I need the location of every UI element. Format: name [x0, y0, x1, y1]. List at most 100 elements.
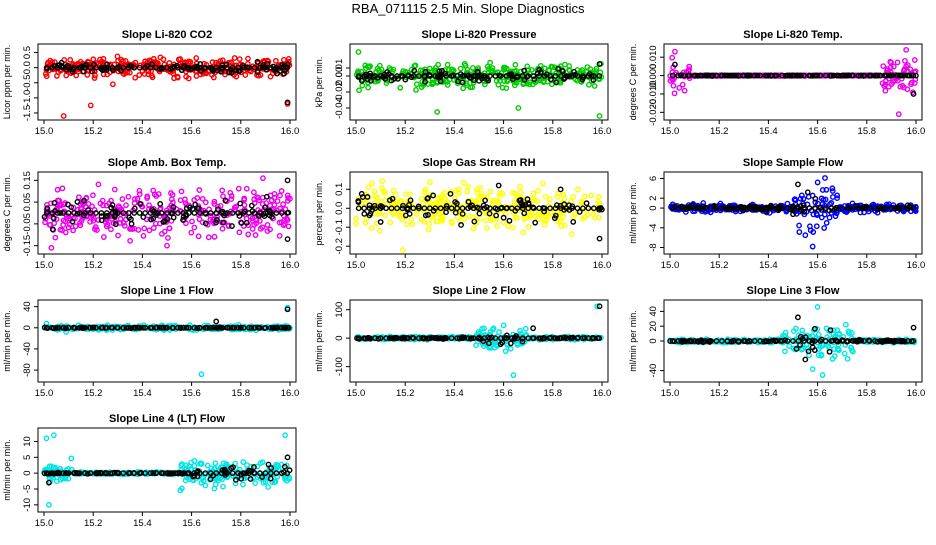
- selected-data-point: [686, 72, 693, 79]
- x-tick-label: 15.0: [35, 260, 54, 271]
- data-point: [95, 217, 102, 223]
- data-point: [284, 472, 291, 479]
- selected-data-point: [811, 338, 818, 344]
- data-point: [166, 225, 173, 232]
- data-point: [469, 65, 476, 71]
- selected-data-point: [359, 77, 365, 84]
- data-point: [510, 372, 517, 379]
- data-point: [51, 220, 58, 227]
- selected-data-point: [421, 73, 428, 79]
- selected-data-point: [355, 205, 362, 212]
- selected-data-point: [147, 210, 154, 216]
- selected-data-point: [236, 213, 243, 219]
- selected-data-point: [251, 464, 257, 470]
- selected-data-point: [157, 201, 164, 207]
- selected-data-point: [136, 64, 143, 71]
- data-point: [809, 243, 816, 250]
- selected-data-point: [802, 356, 809, 363]
- selected-data-point: [552, 335, 559, 342]
- points-group: [42, 53, 293, 119]
- x-tick-label: 15.0: [661, 260, 680, 271]
- selected-data-point: [196, 210, 203, 216]
- selected-data-point: [883, 72, 889, 79]
- data-point: [810, 229, 817, 235]
- selected-data-point: [273, 210, 280, 216]
- selected-data-point: [251, 64, 258, 71]
- data-point: [285, 58, 292, 65]
- data-point: [233, 73, 240, 80]
- selected-data-point: [202, 220, 209, 227]
- selected-data-point: [169, 210, 176, 216]
- selected-data-point: [519, 335, 526, 342]
- x-tick-label: 15.2: [396, 260, 415, 271]
- data-point: [457, 65, 464, 72]
- data-point: [231, 204, 238, 211]
- selected-data-point: [866, 72, 873, 79]
- data-point: [500, 322, 507, 329]
- y-tick-label: 20: [648, 321, 659, 332]
- data-point: [397, 84, 404, 91]
- selected-data-point: [98, 64, 105, 71]
- data-point: [420, 200, 426, 207]
- selected-data-point: [888, 338, 895, 344]
- selected-data-point: [833, 338, 840, 344]
- selected-data-point: [596, 73, 603, 79]
- data-point: [465, 184, 471, 190]
- y-tick-label: 0.010: [648, 45, 659, 69]
- data-point: [399, 247, 406, 253]
- selected-data-point: [147, 470, 154, 477]
- data-point: [68, 455, 75, 462]
- selected-data-point: [410, 205, 417, 212]
- y-tick-label: -80: [22, 363, 33, 377]
- data-point: [240, 481, 246, 488]
- selected-data-point: [452, 209, 459, 216]
- data-point: [464, 188, 471, 195]
- selected-data-point: [569, 205, 575, 212]
- selected-data-point: [355, 199, 362, 206]
- selected-data-point: [680, 205, 687, 211]
- data-point: [125, 193, 132, 200]
- selected-data-point: [261, 213, 268, 219]
- data-point: [480, 343, 487, 350]
- selected-data-point: [233, 476, 239, 483]
- selected-data-point: [910, 91, 917, 97]
- selected-data-point: [861, 72, 867, 79]
- data-point: [797, 195, 804, 202]
- data-point: [571, 211, 578, 218]
- selected-data-point: [459, 205, 466, 212]
- selected-data-point: [407, 197, 414, 204]
- selected-data-point: [109, 64, 116, 71]
- data-point: [517, 183, 524, 190]
- selected-data-point: [131, 64, 138, 71]
- selected-data-point: [84, 470, 91, 477]
- selected-data-point: [552, 205, 559, 212]
- selected-data-point: [81, 197, 87, 204]
- selected-data-point: [691, 205, 698, 211]
- data-point: [202, 199, 209, 206]
- selected-data-point: [175, 324, 181, 331]
- data-point: [183, 73, 190, 80]
- selected-data-point: [459, 73, 466, 79]
- data-point: [195, 233, 202, 240]
- data-point: [227, 189, 234, 196]
- selected-data-point: [669, 205, 676, 211]
- selected-data-point: [153, 210, 159, 216]
- selected-data-point: [218, 210, 225, 216]
- selected-data-point: [230, 464, 236, 471]
- selected-data-point: [74, 199, 81, 205]
- selected-data-point: [57, 210, 64, 216]
- selected-data-point: [54, 324, 61, 331]
- data-point: [431, 211, 437, 218]
- data-point: [681, 87, 688, 94]
- selected-data-point: [470, 73, 477, 79]
- data-point: [672, 48, 678, 55]
- data-point: [207, 212, 214, 219]
- selected-data-point: [872, 205, 878, 211]
- selected-data-point: [76, 324, 83, 331]
- x-tick-label: 15.0: [35, 518, 54, 529]
- selected-data-point: [207, 210, 214, 216]
- data-point: [243, 185, 250, 192]
- selected-data-point: [213, 318, 220, 325]
